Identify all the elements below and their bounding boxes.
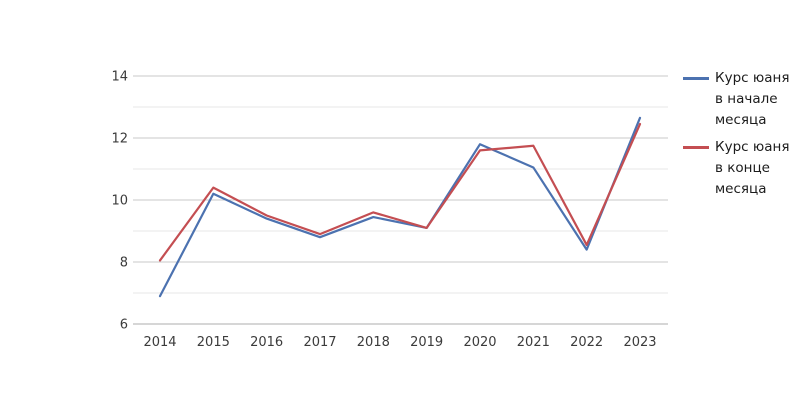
x-tick-label-2016: 2016 — [250, 335, 283, 350]
legend-label-start-of-month: Курс юаня в начале месяца — [715, 70, 790, 128]
legend-line-swatch-red — [683, 146, 709, 149]
x-tick-label-2023: 2023 — [623, 335, 656, 350]
legend-item-end-of-month: Курс юаня в конце месяца — [683, 137, 800, 200]
x-tick-label-2021: 2021 — [517, 335, 550, 350]
y-tick-label-8: 8 — [120, 256, 128, 271]
legend-label-end-of-month: Курс юаня в конце месяца — [715, 139, 790, 197]
series-line-0 — [158, 116, 642, 298]
x-tick-label-2015: 2015 — [197, 335, 230, 350]
chart-legend: Курс юаня в начале месяца Курс юаня в ко… — [683, 68, 800, 200]
x-tick-label-2020: 2020 — [463, 335, 496, 350]
x-tick-label-2019: 2019 — [410, 335, 443, 350]
x-tick-label-2022: 2022 — [570, 335, 603, 350]
legend-line-swatch-blue — [683, 77, 709, 80]
series-line-1 — [158, 122, 642, 262]
x-tick-label-2017: 2017 — [303, 335, 336, 350]
y-tick-label-6: 6 — [120, 318, 128, 333]
y-tick-label-10: 10 — [111, 194, 128, 209]
y-tick-label-14: 14 — [111, 70, 128, 85]
x-tick-label-2014: 2014 — [143, 335, 176, 350]
legend-item-start-of-month: Курс юаня в начале месяца — [683, 68, 800, 131]
y-tick-label-12: 12 — [111, 132, 128, 147]
x-tick-label-2018: 2018 — [357, 335, 390, 350]
